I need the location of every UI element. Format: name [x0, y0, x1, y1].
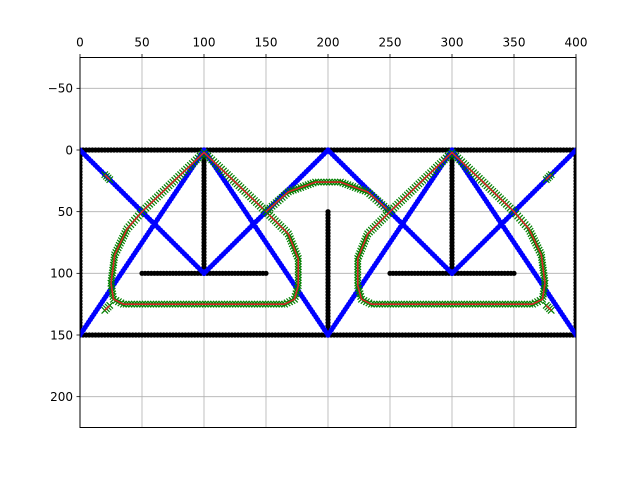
x-tick-label: 200: [317, 36, 340, 50]
y-tick-label: 0: [65, 143, 73, 157]
x-tick-label: 0: [76, 36, 84, 50]
red-line: [104, 304, 111, 311]
x-tick-label: 50: [134, 36, 149, 50]
y-tick-label: 50: [58, 205, 73, 219]
green-x-marker: [547, 306, 555, 314]
axis-ticks: 0 50 100 150 200 250 300 350 400 −50 0 50 100 150 200: [48, 36, 588, 404]
red-line: [104, 174, 111, 181]
y-tick-label: 200: [50, 390, 73, 404]
y-tick-label: 100: [50, 267, 73, 281]
red-line: [545, 304, 552, 311]
blue-point: [573, 147, 576, 153]
black-point: [263, 270, 269, 276]
data-layer: [80, 147, 576, 338]
x-tick-label: 400: [565, 36, 588, 50]
x-tick-label: 350: [503, 36, 526, 50]
x-tick-label: 100: [193, 36, 216, 50]
y-tick-label: −50: [48, 82, 73, 96]
red-line: [265, 181, 391, 213]
x-tick-label: 150: [255, 36, 278, 50]
red-line: [357, 151, 546, 305]
blue-point: [573, 332, 576, 338]
x-tick-label: 250: [379, 36, 402, 50]
red-line: [545, 174, 552, 181]
black-point: [511, 270, 517, 276]
red-line: [110, 151, 299, 305]
y-tick-label: 150: [50, 328, 73, 342]
x-tick-label: 300: [441, 36, 464, 50]
